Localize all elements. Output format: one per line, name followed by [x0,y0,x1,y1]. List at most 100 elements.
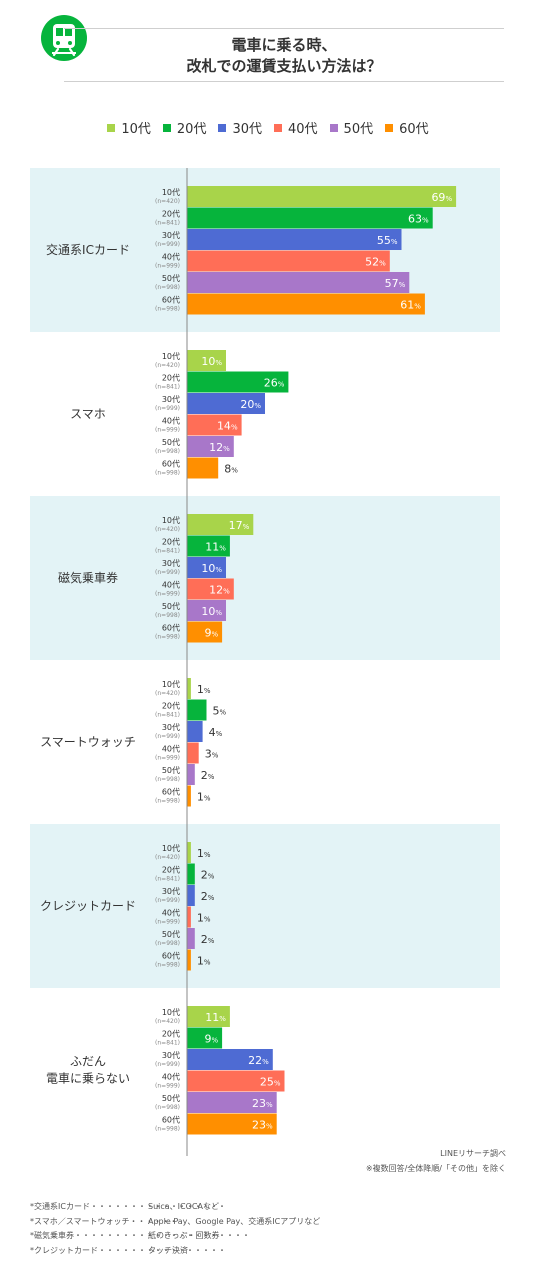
data-label: 20% [240,398,261,411]
chart-title: 電車に乗る時、 改札での運賃支払い方法は？ [64,28,504,82]
legend-swatch [385,124,394,132]
age-label: 50代 [162,437,180,447]
data-label: 3% [205,748,219,761]
sample-size-label: (n=420) [155,1018,180,1025]
footnote-row: *クレジットカード・・・・・・・・・・・・・・・・タッチ決済 [30,1244,320,1259]
legend-label: 30代 [232,122,262,137]
data-label: 69% [431,191,452,204]
data-label: 1% [197,847,211,860]
legend-item: 10代 [107,118,151,137]
sample-size-label: (n=999) [155,1083,180,1090]
sample-size-label: (n=998) [155,634,180,641]
bar [187,621,223,643]
category-panel [30,496,500,660]
bar [187,393,265,414]
age-label: 20代 [162,373,180,383]
bar [187,186,457,207]
category-label: 電車に乗らない [46,1072,130,1086]
legend-swatch [218,124,227,132]
age-label: 40代 [162,744,180,754]
age-label: 60代 [162,787,180,797]
age-label: 10代 [162,351,180,361]
bar [187,250,390,272]
data-label: 22% [248,1054,269,1067]
sample-size-label: (n=420) [155,854,180,861]
footnote-row: *交通系ICカード・・・・・・・・・・・・・・・・・Suica、ICOCAなど [30,1200,320,1215]
bar [187,514,254,535]
data-label: 1% [197,955,211,968]
age-label: 10代 [162,1007,180,1017]
survey-note: ※複数回答/全体降順/「その他」を除く [365,1164,506,1173]
bar [187,885,195,906]
sample-size-label: (n=999) [155,263,180,270]
bar [187,1092,277,1113]
bar [187,272,410,293]
bar [187,764,195,785]
age-label: 50代 [162,601,180,611]
category-label: ふだん [70,1055,106,1069]
data-label: 1% [197,912,211,925]
sample-size-label: (n=999) [155,427,180,434]
bar [187,949,191,971]
data-label: 2% [201,890,215,903]
bar [187,600,226,621]
bar [187,293,425,315]
category-label: 磁気乗車券 [58,570,118,585]
footnote-term: *スマホ／スマートウォッチ・・・・・・ [30,1216,178,1226]
bar [187,436,234,457]
bar [187,1049,273,1070]
age-label: 10代 [162,187,180,197]
footnote-term: *交通系ICカード・・・・・・・・・・・・・・・・・ [30,1202,226,1211]
category-label: クレジットカード [40,899,136,913]
sample-size-label: (n=998) [155,1104,180,1111]
data-label: 63% [408,213,429,226]
legend-label: 60代 [399,122,429,137]
data-label: 57% [385,277,406,290]
bar [187,457,219,479]
footnotes: *交通系ICカード・・・・・・・・・・・・・・・・・Suica、ICOCAなど *… [30,1200,320,1258]
footnote-row: *磁気乗車券・・・・・・・・・・・・・・・・・・・・・・紙のきっぷ・回数券 [30,1229,320,1244]
age-label: 40代 [162,252,180,262]
sample-size-label: (n=999) [155,733,180,740]
age-label: 20代 [162,865,180,875]
age-label: 40代 [162,1072,180,1082]
data-label: 61% [400,299,421,312]
footnote-term: *磁気乗車券・・・・・・・・・・・・・・・・・・・・・・ [30,1231,250,1240]
data-label: 23% [252,1119,273,1132]
bar [187,350,226,371]
bar [187,207,433,229]
sample-size-label: (n=999) [155,569,180,576]
sample-size-label: (n=420) [155,362,180,369]
data-label: 10% [201,355,222,368]
sample-size-label: (n=841) [155,220,180,227]
age-label: 50代 [162,1093,180,1103]
sample-size-label: (n=998) [155,470,180,477]
data-label: 26% [264,377,285,390]
legend-label: 10代 [121,122,151,137]
legend-item: 50代 [329,118,373,137]
footnote-description: タッチ決済 [148,1245,188,1255]
sample-size-label: (n=998) [155,284,180,291]
bar [187,1006,230,1027]
data-label: 1% [197,791,211,804]
title-line-2: 改札での運賃支払い方法は？ [186,57,382,75]
legend-item: 40代 [274,118,318,137]
legend-item: 30代 [218,118,262,137]
legend-swatch [274,124,282,132]
age-label: 60代 [162,1115,180,1125]
bar [187,678,191,699]
data-label: 25% [260,1076,281,1089]
bar [187,557,226,578]
data-label: 11% [205,541,226,554]
legend-swatch [107,124,116,132]
bar [187,721,203,742]
data-label: 52% [365,256,386,269]
bar [187,371,289,393]
category-label: 交通系ICカード [46,242,130,257]
sample-size-label: (n=999) [155,405,180,412]
sample-size-label: (n=998) [155,776,180,783]
bar [187,1113,277,1135]
age-label: 20代 [162,1029,180,1039]
age-label: 50代 [162,273,180,283]
